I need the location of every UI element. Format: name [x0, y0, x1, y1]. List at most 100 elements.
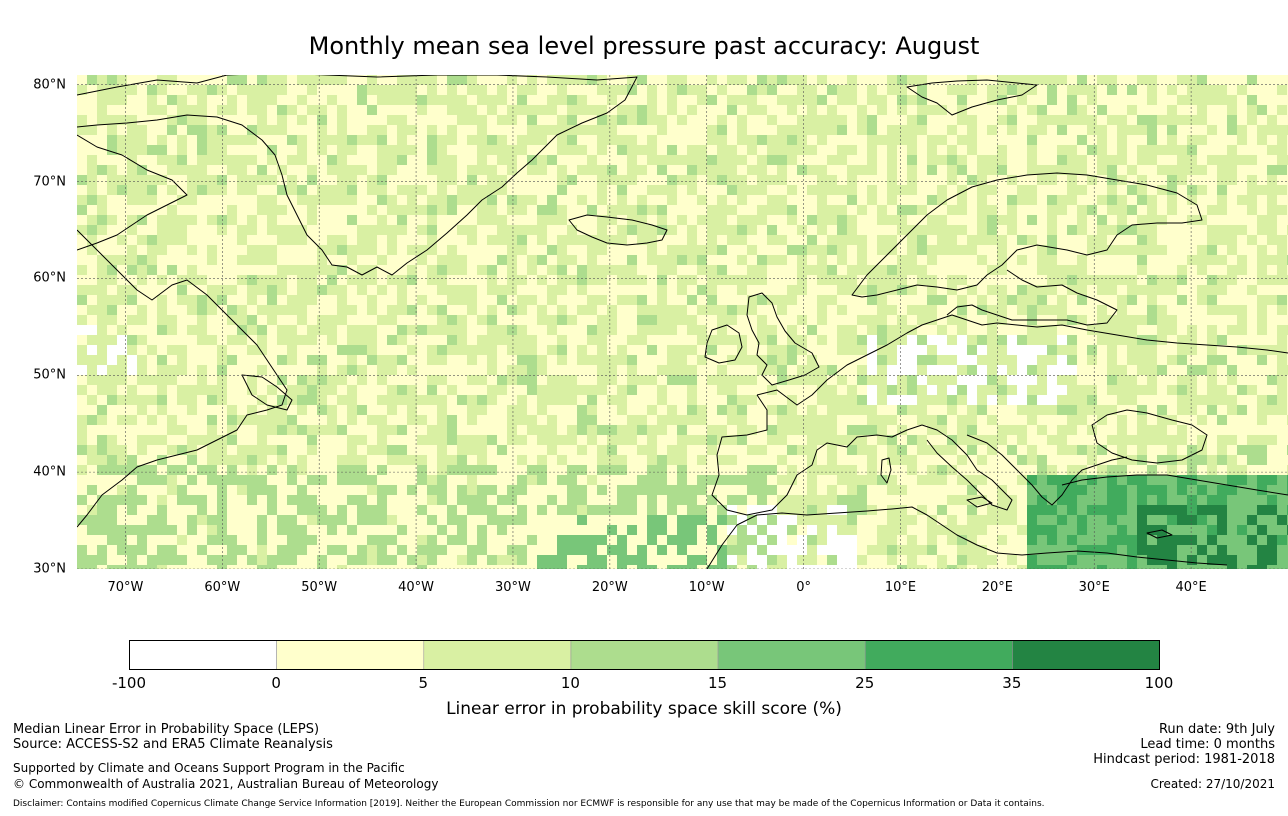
skill-cell: [1007, 205, 1017, 215]
skill-cell: [567, 75, 577, 85]
skill-cell: [387, 455, 397, 465]
skill-cell: [1177, 395, 1187, 405]
skill-cell: [327, 275, 337, 285]
skill-cell: [537, 255, 547, 265]
skill-cell: [717, 275, 727, 285]
skill-cell: [777, 135, 787, 145]
skill-cell: [907, 125, 917, 135]
skill-cell: [1217, 385, 1227, 395]
skill-cell: [727, 505, 737, 515]
skill-cell: [487, 435, 497, 445]
skill-cell: [1017, 395, 1027, 405]
skill-cell: [487, 185, 497, 195]
skill-cell: [167, 345, 177, 355]
skill-cell: [1257, 255, 1267, 265]
skill-cell: [537, 425, 547, 435]
skill-cell: [117, 175, 127, 185]
skill-cell: [507, 265, 517, 275]
skill-cell: [1057, 355, 1067, 365]
skill-cell: [117, 75, 127, 85]
skill-cell: [197, 515, 207, 525]
skill-cell: [1277, 295, 1287, 305]
skill-cell: [1117, 465, 1127, 475]
skill-cell: [767, 85, 777, 95]
skill-cell: [997, 305, 1007, 315]
skill-cell: [987, 505, 997, 515]
skill-cell: [967, 345, 977, 355]
skill-cell: [1037, 515, 1047, 525]
skill-cell: [1007, 425, 1017, 435]
skill-cell: [607, 135, 617, 145]
skill-cell: [757, 105, 767, 115]
skill-cell: [1237, 85, 1247, 95]
skill-cell: [1117, 445, 1127, 455]
skill-cell: [507, 165, 517, 175]
skill-cell: [267, 445, 277, 455]
skill-cell: [1107, 475, 1117, 485]
skill-cell: [787, 505, 797, 515]
skill-cell: [1127, 565, 1137, 569]
skill-cell: [757, 545, 767, 555]
skill-cell: [1107, 385, 1117, 395]
skill-cell: [487, 95, 497, 105]
skill-cell: [1197, 95, 1207, 105]
skill-cell: [857, 365, 867, 375]
colorbar-segment: [864, 640, 1013, 670]
skill-cell: [797, 165, 807, 175]
skill-cell: [1047, 345, 1057, 355]
skill-cell: [757, 555, 767, 565]
skill-cell: [937, 465, 947, 475]
skill-cell: [157, 315, 167, 325]
skill-cell: [227, 135, 237, 145]
skill-cell: [1117, 155, 1127, 165]
skill-cell: [897, 355, 907, 365]
skill-cell: [757, 535, 767, 545]
skill-cell: [1147, 435, 1157, 445]
skill-cell: [297, 485, 307, 495]
skill-cell: [307, 425, 317, 435]
skill-cell: [347, 455, 357, 465]
skill-cell: [137, 355, 147, 365]
skill-cell: [277, 105, 287, 115]
skill-cell: [1167, 275, 1177, 285]
skill-cell: [1197, 545, 1207, 555]
skill-cell: [77, 515, 87, 525]
skill-cell: [727, 545, 737, 555]
skill-cell: [1207, 125, 1217, 135]
skill-cell: [957, 395, 967, 405]
skill-cell: [427, 155, 437, 165]
skill-cell: [1207, 365, 1217, 375]
skill-cell: [457, 285, 467, 295]
skill-cell: [807, 405, 817, 415]
skill-cell: [227, 415, 237, 425]
skill-cell: [1157, 505, 1167, 515]
skill-cell: [367, 325, 377, 335]
colorbar-tick-label: 15: [708, 674, 728, 692]
skill-cell: [587, 505, 597, 515]
skill-cell: [567, 465, 577, 475]
skill-cell: [137, 335, 147, 345]
skill-cell: [937, 105, 947, 115]
skill-cell: [1077, 535, 1087, 545]
skill-cell: [1217, 155, 1227, 165]
skill-cell: [857, 505, 867, 515]
skill-cell: [617, 485, 627, 495]
skill-cell: [1277, 365, 1287, 375]
skill-cell: [697, 555, 707, 565]
skill-cell: [157, 155, 167, 165]
skill-cell: [1197, 75, 1207, 85]
skill-cell: [117, 345, 127, 355]
skill-cell: [197, 145, 207, 155]
skill-cell: [867, 365, 877, 375]
skill-cell: [727, 305, 737, 315]
skill-cell: [497, 115, 507, 125]
skill-cell: [647, 465, 657, 475]
skill-cell: [1207, 475, 1217, 485]
skill-cell: [757, 215, 767, 225]
skill-cell: [737, 495, 747, 505]
skill-cell: [317, 255, 327, 265]
skill-cell: [767, 75, 777, 85]
skill-cell: [947, 245, 957, 255]
skill-cell: [1217, 355, 1227, 365]
skill-cell: [1017, 185, 1027, 195]
